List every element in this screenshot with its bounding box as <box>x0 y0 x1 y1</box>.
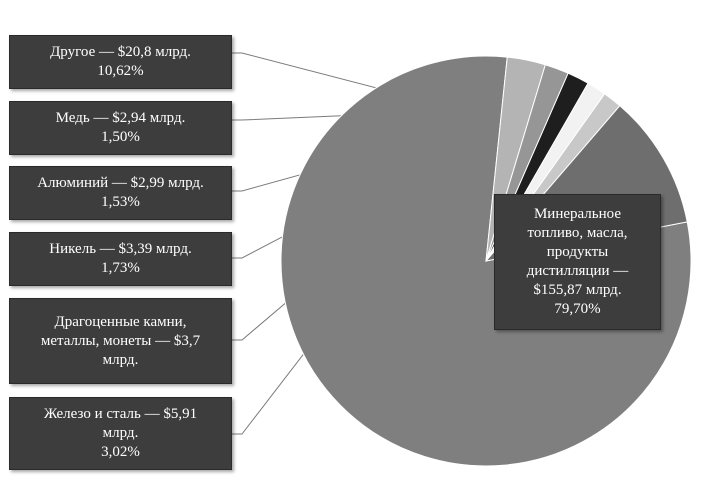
data-label-aluminum-line1: Алюминий — $2,99 млрд. <box>37 175 204 191</box>
data-label-mineral: Минеральное топливо, масла, продукты дис… <box>494 194 661 330</box>
data-label-iron-line1: Железо и сталь — $5,91 <box>43 406 198 422</box>
data-label-gems-line2: металлы, монеты — $3,7 <box>40 332 201 349</box>
data-label-other-line1: Другое — $20,8 млрд. <box>50 44 191 60</box>
data-label-mineral-percent: 79,70% <box>554 301 601 317</box>
data-label-other: Другое — $20,8 млрд. 10,62% <box>9 35 232 89</box>
data-label-other-percent: 10,62% <box>97 63 144 79</box>
data-label-gems-line3: млрд. <box>102 351 139 368</box>
data-label-aluminum-percent: 1,53% <box>101 194 140 210</box>
data-label-mineral-line3: продукты <box>546 244 609 260</box>
data-label-copper-percent: 1,50% <box>101 129 140 145</box>
data-label-iron: Железо и сталь — $5,91 млрд. 3,02% <box>9 397 232 470</box>
data-label-nickel: Никель — $3,39 млрд. 1,73% <box>9 232 232 286</box>
data-label-gems-line1: Драгоценные камни, <box>54 313 187 330</box>
data-label-gems: Драгоценные камни, металлы, монеты — $3,… <box>9 298 232 384</box>
data-label-nickel-percent: 1,73% <box>101 260 140 276</box>
data-label-aluminum: Алюминий — $2,99 млрд. 1,53% <box>9 166 232 220</box>
data-label-copper-line1: Медь — $2,94 млрд. <box>55 110 186 126</box>
data-label-mineral-line2: топливо, масла, <box>527 225 628 241</box>
data-label-mineral-line1: Минеральное <box>533 206 622 222</box>
data-label-nickel-line1: Никель — $3,39 млрд. <box>49 241 192 257</box>
data-label-iron-percent: 3,02% <box>101 444 140 460</box>
data-label-mineral-line4: дистилляции — <box>526 263 629 279</box>
data-label-mineral-value: $155,87 млрд. <box>533 282 622 298</box>
data-label-copper: Медь — $2,94 млрд. 1,50% <box>9 101 232 155</box>
data-label-iron-line2: млрд. <box>102 425 139 441</box>
